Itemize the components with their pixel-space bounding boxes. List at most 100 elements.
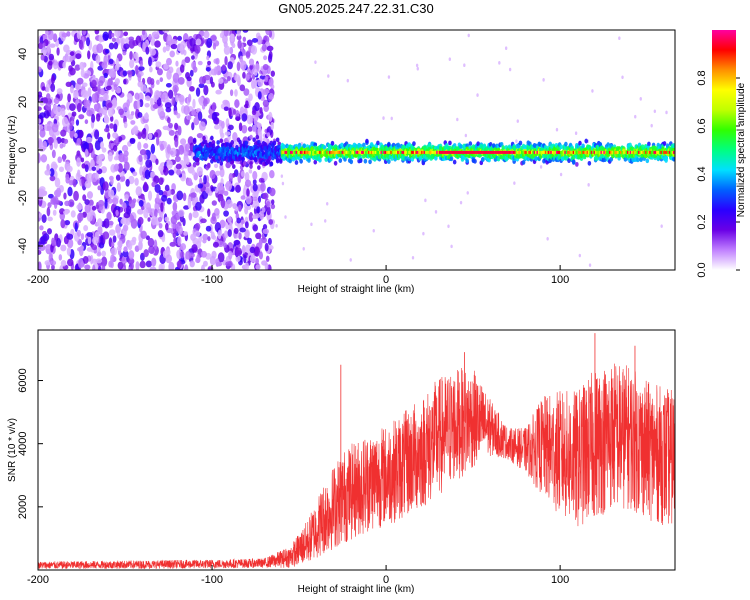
signal-core-pixel bbox=[596, 150, 598, 154]
spectrogram-x-axis-label: Height of straight line (km) bbox=[298, 284, 415, 295]
signal-core-pixel bbox=[489, 150, 491, 154]
signal-core-pixel bbox=[400, 150, 402, 154]
noise-pixel bbox=[262, 64, 269, 71]
noise-pixel bbox=[241, 124, 248, 134]
noise-pixel bbox=[459, 200, 463, 205]
noise-pixel bbox=[246, 188, 250, 197]
noise-pixel bbox=[42, 34, 48, 40]
colorbar-tick-label: 0.0 bbox=[696, 262, 708, 277]
noise-pixel bbox=[110, 177, 114, 185]
noise-pixel bbox=[130, 262, 134, 270]
noise-pixel bbox=[252, 196, 258, 202]
noise-pixel bbox=[234, 89, 238, 97]
noise-pixel bbox=[434, 210, 438, 214]
noise-pixel bbox=[268, 111, 273, 122]
noise-pixel bbox=[144, 95, 151, 101]
spectrogram-y-ticks: -40 -20 0 20 40 bbox=[17, 48, 43, 254]
noise-pixel bbox=[48, 60, 53, 66]
noise-pixel bbox=[95, 258, 103, 264]
noise-pixel bbox=[236, 61, 241, 72]
signal-core-pixel bbox=[333, 150, 335, 154]
signal-core-pixel bbox=[643, 150, 646, 154]
signal-pixel bbox=[333, 160, 338, 166]
noise-pixel bbox=[38, 249, 42, 256]
noise-pixel bbox=[265, 30, 271, 36]
noise-pixel bbox=[56, 88, 63, 95]
signal-pixel bbox=[231, 164, 236, 169]
noise-pixel bbox=[61, 116, 69, 127]
noise-pixel bbox=[184, 56, 191, 64]
signal-core-pixel bbox=[663, 150, 665, 154]
noise-pixel bbox=[281, 181, 285, 186]
noise-pixel bbox=[152, 104, 159, 109]
noise-pixel bbox=[239, 84, 246, 92]
signal-core-pixel bbox=[599, 150, 601, 154]
noise-pixel bbox=[275, 224, 278, 228]
noise-pixel bbox=[185, 157, 190, 165]
noise-pixel bbox=[155, 79, 160, 85]
noise-pixel bbox=[153, 131, 159, 138]
noise-pixel bbox=[180, 251, 185, 259]
noise-pixel bbox=[67, 186, 73, 197]
signal-core-pixel bbox=[568, 150, 571, 154]
signal-pixel bbox=[192, 137, 197, 143]
noise-pixel bbox=[129, 50, 133, 61]
noise-pixel bbox=[117, 163, 123, 173]
signal-core-pixel bbox=[376, 150, 378, 154]
noise-pixel bbox=[172, 201, 178, 212]
noise-pixel bbox=[53, 118, 58, 125]
signal-pixel bbox=[219, 138, 224, 144]
noise-pixel bbox=[143, 181, 148, 192]
noise-pixel bbox=[40, 154, 48, 163]
noise-pixel bbox=[182, 217, 186, 227]
signal-core-pixel bbox=[622, 150, 625, 154]
signal-core-pixel bbox=[358, 150, 360, 154]
noise-pixel bbox=[218, 78, 224, 84]
signal-core-pixel bbox=[518, 150, 520, 154]
signal-pixel bbox=[225, 142, 230, 147]
noise-pixel bbox=[217, 229, 222, 240]
snr-x-ticks: -200 -100 0 100 bbox=[27, 565, 569, 586]
noise-pixel bbox=[253, 79, 258, 89]
signal-core-pixel bbox=[355, 150, 358, 154]
noise-pixel bbox=[39, 112, 47, 118]
signal-core-pixel bbox=[667, 150, 669, 154]
noise-pixel bbox=[199, 177, 203, 185]
noise-pixel bbox=[215, 57, 220, 65]
noise-pixel bbox=[382, 116, 385, 120]
noise-pixel bbox=[238, 204, 242, 211]
noise-pixel bbox=[257, 91, 262, 100]
signal-pixel bbox=[269, 161, 274, 167]
noise-pixel bbox=[168, 129, 175, 136]
snr-series-line bbox=[38, 363, 675, 570]
noise-pixel bbox=[91, 113, 96, 123]
noise-pixel bbox=[94, 104, 98, 112]
noise-pixel bbox=[162, 46, 167, 53]
noise-pixel bbox=[144, 169, 151, 180]
signal-core-pixel bbox=[536, 150, 539, 154]
noise-pixel bbox=[177, 43, 184, 52]
noise-pixel bbox=[141, 129, 147, 140]
signal-core-pixel bbox=[645, 150, 647, 154]
noise-pixel bbox=[137, 209, 142, 215]
noise-pixel bbox=[195, 112, 199, 119]
signal-core-pixel bbox=[491, 150, 494, 154]
signal-core-pixel bbox=[390, 150, 392, 154]
noise-pixel bbox=[136, 99, 141, 109]
noise-pixel bbox=[87, 87, 92, 98]
noise-pixel bbox=[165, 82, 172, 88]
noise-pixel bbox=[456, 117, 459, 122]
noise-pixel bbox=[166, 70, 172, 80]
noise-pixel bbox=[108, 220, 114, 226]
signal-core-pixel bbox=[419, 150, 422, 154]
noise-pixel bbox=[264, 242, 269, 252]
x-tick-label: 0 bbox=[383, 274, 389, 286]
signal-core-pixel bbox=[427, 150, 430, 154]
noise-pixel bbox=[241, 113, 248, 122]
noise-pixel bbox=[241, 245, 246, 254]
noise-pixel bbox=[195, 201, 202, 211]
noise-pixel bbox=[173, 110, 178, 116]
signal-core-pixel bbox=[658, 150, 661, 154]
noise-pixel bbox=[38, 42, 44, 50]
